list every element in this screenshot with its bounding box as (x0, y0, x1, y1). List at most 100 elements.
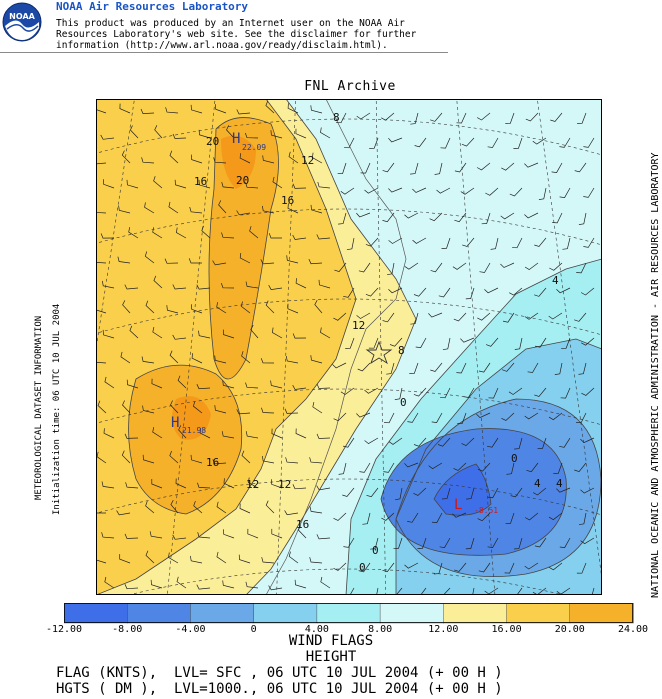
wind-barb (124, 284, 139, 290)
wind-barb (441, 237, 451, 249)
wind-barb (212, 459, 227, 465)
wind-barb (487, 537, 499, 548)
wind-barb (320, 127, 331, 139)
wind-barb (407, 412, 419, 423)
contour-label: 0 (372, 544, 379, 557)
wind-barb (390, 587, 403, 595)
wind-barb (215, 104, 227, 114)
wind-barb (249, 226, 259, 239)
wind-barb (140, 108, 155, 114)
wind-barb (96, 212, 107, 214)
wind-barb (501, 162, 515, 171)
wind-barb (297, 525, 307, 539)
wind-barb (221, 232, 235, 239)
wind-barb (245, 382, 259, 389)
wind-barb (318, 279, 331, 289)
wind-barb (434, 162, 443, 175)
wind-barb (236, 409, 251, 415)
wind-barb (117, 256, 131, 264)
wind-barb (226, 125, 235, 139)
wind-barb (221, 182, 235, 189)
wind-barb (580, 537, 595, 545)
wind-barb (239, 503, 251, 514)
colorbar-swatch (190, 603, 255, 624)
wind-barb (338, 212, 347, 225)
wind-barb (534, 537, 547, 548)
disclaimer-line-3: information (http://www.arl.noaa.gov/rea… (56, 40, 388, 51)
wind-barb (559, 437, 571, 448)
wind-barb (576, 562, 587, 574)
contour-label: 4 (552, 274, 559, 287)
high-value: 21.98 (182, 426, 206, 435)
wind-barb (287, 203, 299, 214)
wind-barb (100, 233, 115, 239)
wind-barb (461, 437, 475, 447)
wind-barb (189, 206, 203, 214)
wind-barb (288, 151, 299, 164)
wind-barb (216, 551, 227, 564)
wind-barb (548, 562, 563, 571)
wind-barb (287, 303, 299, 314)
wind-barb (284, 510, 299, 516)
wind-barb (309, 457, 323, 464)
wind-barb (476, 162, 491, 171)
wind-barb (580, 437, 595, 444)
contour-label: 4 (534, 477, 541, 490)
colorbar-swatch (506, 603, 571, 624)
wind-barb (128, 227, 139, 239)
wind-barb (197, 482, 211, 489)
wind-barb (333, 412, 347, 422)
wind-barb (104, 376, 115, 389)
wind-barb (559, 187, 571, 198)
wind-barb (513, 537, 523, 550)
wind-barb (190, 454, 203, 464)
wind-barb (556, 487, 571, 493)
wind-barb (337, 162, 347, 175)
wind-barb (524, 212, 539, 219)
wind-barb (384, 412, 395, 424)
wind-barb (122, 300, 131, 314)
wind-barb (96, 512, 106, 514)
wind-barb (412, 187, 427, 193)
wind-barb (481, 212, 491, 225)
wind-barb (142, 405, 155, 414)
wind-barb (505, 112, 515, 124)
wind-barb (574, 312, 587, 322)
wind-barb (250, 325, 259, 339)
wind-barb (386, 362, 395, 375)
wind-barb (404, 462, 419, 468)
wind-barb (260, 259, 275, 265)
wind-barb (221, 431, 235, 439)
wind-barb (508, 387, 523, 395)
wind-barb (169, 450, 179, 464)
colorbar-label: -12.00 (45, 624, 83, 635)
wind-barb (265, 100, 275, 114)
wind-barb (220, 282, 235, 289)
wind-barb (223, 478, 235, 489)
wind-barb (152, 227, 163, 239)
wind-barb (410, 112, 419, 125)
wind-barb (268, 233, 282, 239)
wind-barb (452, 262, 467, 270)
wind-barb (104, 576, 115, 589)
wind-barb (174, 179, 187, 189)
wind-barb (312, 152, 323, 164)
wind-barb (417, 537, 427, 549)
wind-barb (364, 387, 379, 394)
wind-barb (308, 258, 323, 265)
wind-barb (516, 587, 523, 595)
coastline (265, 99, 407, 595)
wind-barb (284, 408, 299, 414)
wind-barb (292, 234, 307, 240)
wind-barb (198, 179, 211, 189)
graticule (96, 99, 602, 595)
wind-barb (223, 529, 235, 539)
wind-barb (129, 125, 139, 139)
wind-barb (358, 562, 371, 573)
wind-barb (295, 128, 307, 139)
wind-barb (356, 212, 371, 218)
fill-neg12-neg8 (434, 464, 491, 516)
wind-barb (388, 187, 403, 193)
wind-barb (356, 412, 371, 418)
wind-barb (317, 181, 331, 189)
